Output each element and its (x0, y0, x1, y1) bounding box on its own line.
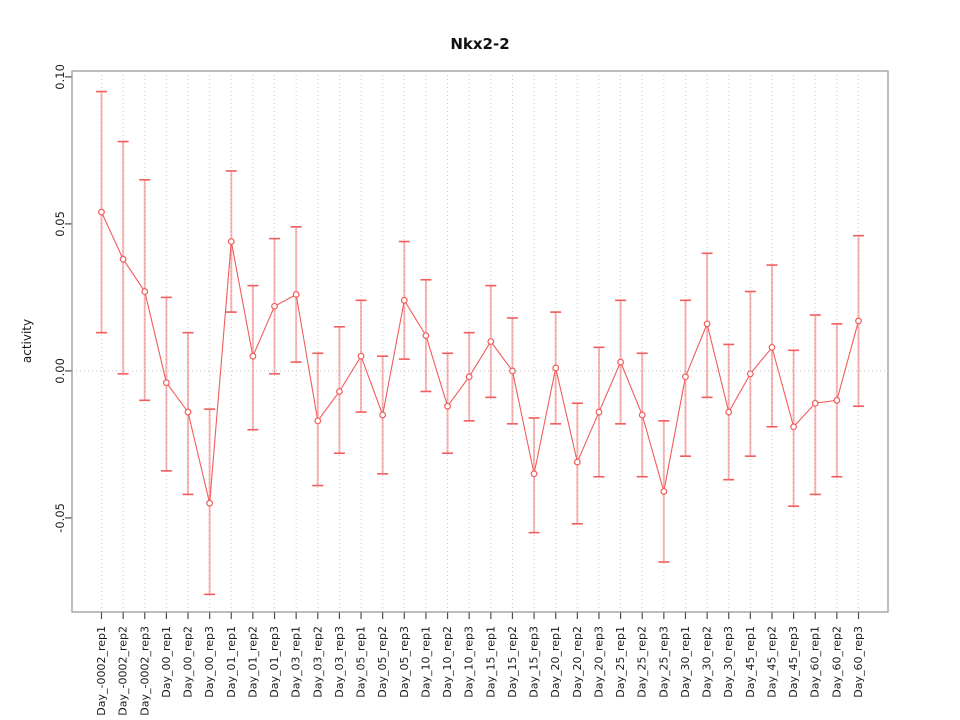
data-point (660, 488, 668, 495)
data-point (249, 352, 257, 360)
data-point (552, 364, 560, 372)
data-point (811, 399, 819, 407)
x-tick-label: Day_03_rep1 (290, 626, 303, 698)
data-point (530, 470, 538, 478)
data-point (790, 423, 798, 431)
data-point (206, 499, 214, 507)
y-tick-label: 0.10 (53, 64, 67, 90)
x-tick-label: Day_60_rep3 (852, 626, 865, 698)
y-tick-label: 0.00 (53, 358, 67, 384)
data-point (833, 396, 841, 404)
x-tick-label: Day_05_rep2 (376, 626, 389, 698)
x-tick-label: Day_60_rep1 (809, 626, 822, 698)
data-point (768, 343, 776, 351)
x-tick-label: Day_15_rep1 (484, 626, 497, 698)
data-point (336, 388, 343, 395)
data-point (357, 352, 365, 360)
data-point (379, 411, 387, 419)
x-tick-label: Day_25_rep2 (636, 626, 649, 698)
data-point (573, 458, 581, 466)
chart-title: Nkx2-2 (450, 35, 509, 53)
x-tick-label: Day_10_rep3 (463, 626, 476, 698)
data-point (292, 291, 300, 298)
x-tick-label: Day_30_rep2 (701, 626, 714, 698)
y-axis-label: activity (20, 319, 34, 363)
x-tick-label: Day_05_rep3 (398, 626, 411, 698)
x-tick-label: Day_03_rep2 (311, 626, 324, 698)
data-point (746, 370, 754, 378)
series-line (101, 211, 860, 504)
data-point (509, 367, 516, 375)
data-point (400, 296, 408, 304)
x-tick-label: Day_45_rep1 (744, 626, 757, 698)
x-tick-label: Day_45_rep2 (765, 626, 778, 698)
data-point (682, 373, 689, 381)
data-point (444, 402, 451, 410)
x-tick-label: Day_20_rep1 (549, 626, 562, 698)
x-tick-label: Day_00_rep1 (160, 626, 173, 698)
x-tick-label: Day_25_rep3 (657, 626, 670, 698)
x-tick-label: Day_00_rep2 (182, 626, 195, 698)
data-point (119, 255, 127, 263)
data-point (227, 238, 235, 245)
x-tick-label: Day_15_rep2 (506, 626, 519, 698)
data-point (617, 358, 624, 366)
x-tick-label: Day_10_rep2 (441, 626, 454, 698)
plot-border (71, 70, 889, 613)
data-point (465, 373, 473, 381)
x-tick-label: Day_20_rep3 (592, 626, 605, 698)
x-tick-label: Day_-0002_rep1 (95, 626, 108, 716)
x-tick-label: Day_-0002_rep3 (138, 626, 151, 716)
data-point (595, 408, 603, 416)
data-point (487, 338, 495, 345)
data-point (422, 332, 430, 340)
data-point (184, 408, 192, 416)
x-tick-label: Day_25_rep1 (614, 626, 627, 698)
x-tick-label: Day_30_rep1 (679, 626, 692, 698)
x-tick-label: Day_10_rep1 (419, 626, 432, 698)
y-tick-label: -0.05 (53, 503, 67, 533)
plot-area: 0.10 0.05 0.00 -0.05 Day_-0002_rep1 Day_-0002… (53, 64, 889, 716)
x-tick-label: Day_00_rep3 (203, 626, 216, 698)
data-point (271, 302, 278, 310)
x-tick-label: Day_60_rep2 (830, 626, 843, 698)
data-point (98, 208, 105, 216)
x-tick-label: Day_01_rep1 (225, 626, 238, 698)
x-tick-label: Day_45_rep3 (787, 626, 800, 698)
data-point (162, 379, 170, 387)
x-tick-label: Day_01_rep3 (268, 626, 281, 698)
x-tick-label: Day_03_rep3 (333, 626, 346, 698)
x-tick-label: Day_15_rep3 (528, 626, 541, 698)
data-point (703, 320, 711, 328)
data-point (314, 417, 322, 425)
data-point (725, 408, 733, 416)
data-point (855, 317, 862, 325)
data-point (638, 411, 646, 419)
x-tick-label: Day_05_rep1 (355, 626, 368, 698)
x-tick-label: Day_-0002_rep2 (117, 626, 130, 716)
data-point (141, 288, 149, 295)
x-tick-label: Day_30_rep3 (722, 626, 735, 698)
x-tick-label: Day_20_rep2 (571, 626, 584, 698)
x-tick-label: Day_01_rep2 (246, 626, 259, 698)
y-tick-label: 0.05 (53, 211, 67, 237)
